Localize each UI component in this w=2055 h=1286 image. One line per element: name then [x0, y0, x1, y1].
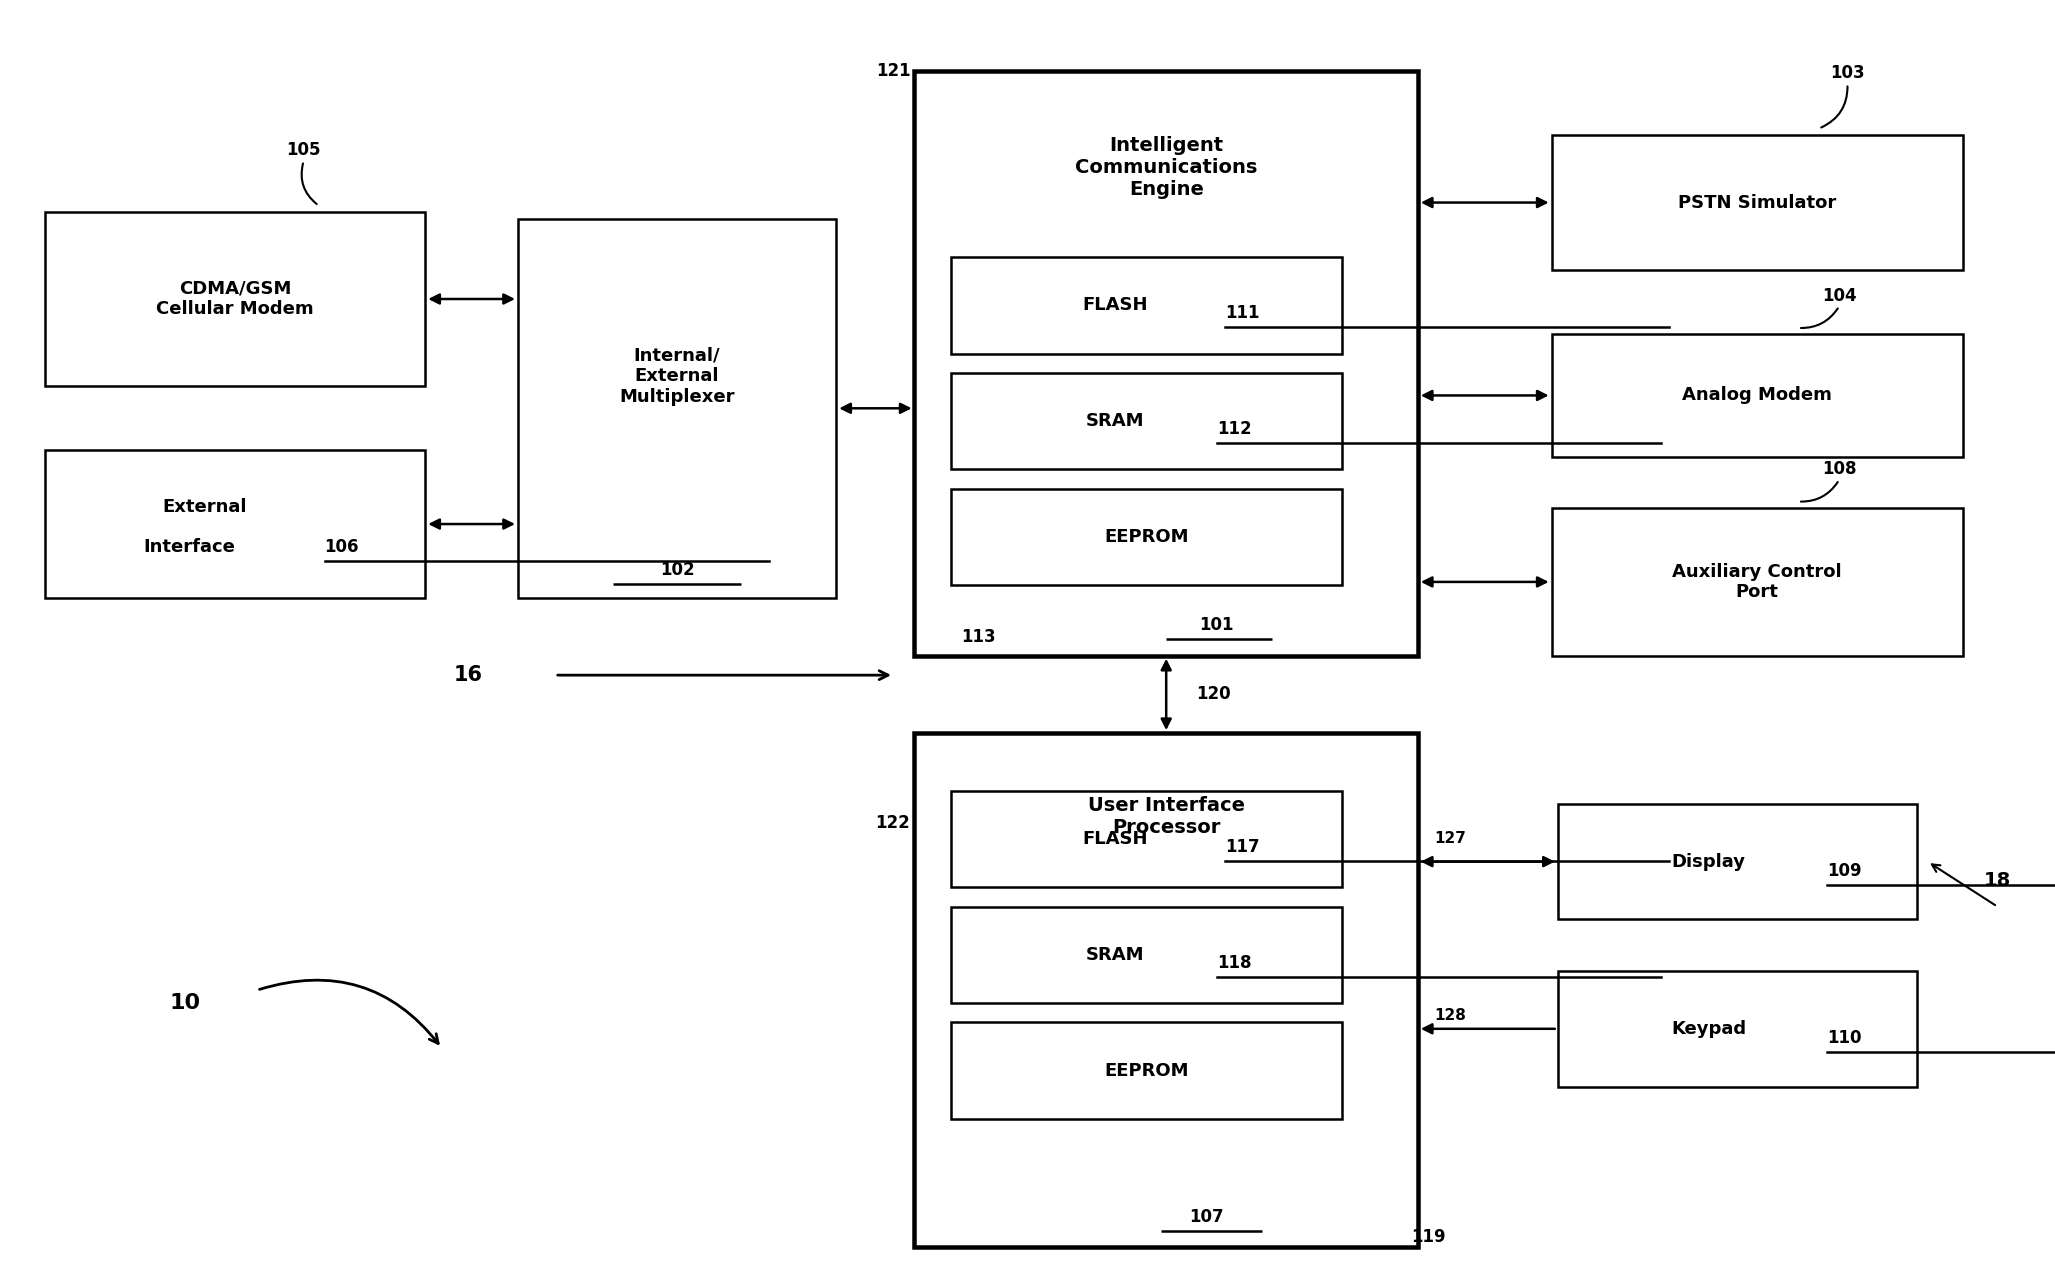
Text: 107: 107: [1190, 1208, 1225, 1226]
Text: FLASH: FLASH: [1083, 831, 1149, 847]
Text: 106: 106: [325, 539, 360, 556]
FancyBboxPatch shape: [1558, 804, 1917, 919]
FancyBboxPatch shape: [1552, 135, 1963, 270]
Text: Auxiliary Control
Port: Auxiliary Control Port: [1673, 562, 1841, 602]
FancyBboxPatch shape: [45, 450, 425, 598]
Text: Display: Display: [1671, 853, 1747, 871]
Text: Analog Modem: Analog Modem: [1683, 387, 1831, 404]
Text: 117: 117: [1225, 838, 1260, 855]
Text: 120: 120: [1196, 685, 1231, 703]
Text: 103: 103: [1831, 64, 1864, 82]
FancyBboxPatch shape: [951, 1022, 1342, 1119]
Text: 101: 101: [1200, 616, 1233, 634]
Text: 118: 118: [1217, 954, 1251, 971]
FancyBboxPatch shape: [1552, 508, 1963, 656]
Text: FLASH: FLASH: [1083, 297, 1149, 314]
FancyBboxPatch shape: [1552, 334, 1963, 457]
Text: User Interface
Processor: User Interface Processor: [1087, 796, 1245, 837]
FancyBboxPatch shape: [518, 219, 836, 598]
FancyBboxPatch shape: [951, 907, 1342, 1003]
Text: External: External: [162, 499, 247, 516]
Text: 119: 119: [1412, 1228, 1445, 1246]
FancyBboxPatch shape: [951, 791, 1342, 887]
Text: 110: 110: [1827, 1029, 1862, 1047]
Text: EEPROM: EEPROM: [1104, 529, 1190, 545]
Text: EEPROM: EEPROM: [1104, 1062, 1190, 1079]
Text: 113: 113: [962, 628, 995, 646]
Text: 16: 16: [454, 665, 483, 685]
Text: 108: 108: [1823, 460, 1856, 478]
FancyBboxPatch shape: [45, 212, 425, 386]
Text: SRAM: SRAM: [1087, 413, 1145, 430]
FancyBboxPatch shape: [951, 489, 1342, 585]
Text: CDMA/GSM
Cellular Modem: CDMA/GSM Cellular Modem: [156, 279, 314, 319]
Text: 104: 104: [1823, 287, 1856, 305]
Text: 18: 18: [1983, 872, 2012, 890]
Text: 111: 111: [1225, 305, 1260, 322]
FancyBboxPatch shape: [951, 257, 1342, 354]
Text: 10: 10: [169, 993, 201, 1013]
Text: 121: 121: [875, 62, 910, 80]
Text: 122: 122: [875, 814, 910, 832]
FancyBboxPatch shape: [914, 733, 1418, 1247]
Text: Intelligent
Communications
Engine: Intelligent Communications Engine: [1075, 136, 1258, 198]
Text: 127: 127: [1434, 831, 1467, 846]
FancyBboxPatch shape: [1558, 971, 1917, 1087]
Text: Interface: Interface: [144, 539, 236, 556]
FancyBboxPatch shape: [914, 71, 1418, 656]
Text: SRAM: SRAM: [1087, 946, 1145, 963]
Text: Keypad: Keypad: [1671, 1020, 1747, 1038]
Text: 105: 105: [286, 141, 321, 159]
Text: 109: 109: [1827, 862, 1862, 880]
Text: PSTN Simulator: PSTN Simulator: [1677, 194, 1837, 211]
Text: 112: 112: [1217, 421, 1251, 437]
Text: Internal/
External
Multiplexer: Internal/ External Multiplexer: [619, 346, 736, 406]
FancyBboxPatch shape: [951, 373, 1342, 469]
Text: 128: 128: [1434, 1008, 1467, 1024]
Text: 102: 102: [660, 561, 695, 579]
